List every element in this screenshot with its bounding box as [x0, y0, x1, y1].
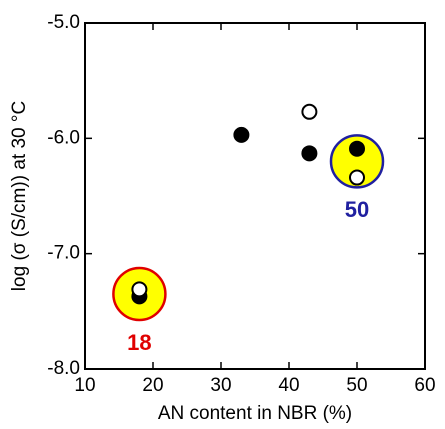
filled-point — [349, 140, 365, 157]
x-tick-label: 30 — [210, 375, 231, 396]
filled-point — [233, 126, 250, 143]
open-point — [301, 103, 318, 120]
x-tick-label: 10 — [74, 375, 95, 396]
filled-point — [301, 145, 318, 162]
highlight-label: 50 — [345, 197, 369, 222]
x-axis-label: AN content in NBR (%) — [158, 403, 352, 424]
y-axis-label: log (σ (S/cm)) at 30 °C — [9, 101, 30, 291]
x-tick-label: 40 — [278, 375, 299, 396]
y-tick-label: -7.0 — [47, 243, 80, 264]
x-tick-label: 50 — [346, 375, 367, 396]
open-point — [131, 281, 148, 298]
x-tick-label: 20 — [142, 375, 163, 396]
plot-frame — [84, 22, 426, 370]
highlight-label: 18 — [127, 330, 151, 355]
y-tick-label: -5.0 — [47, 12, 80, 33]
y-tick-label: -8.0 — [47, 358, 80, 379]
highlight-circle — [329, 134, 385, 189]
open-point — [349, 169, 365, 186]
x-tick-label: 60 — [414, 375, 435, 396]
y-tick-label: -6.0 — [47, 127, 80, 148]
